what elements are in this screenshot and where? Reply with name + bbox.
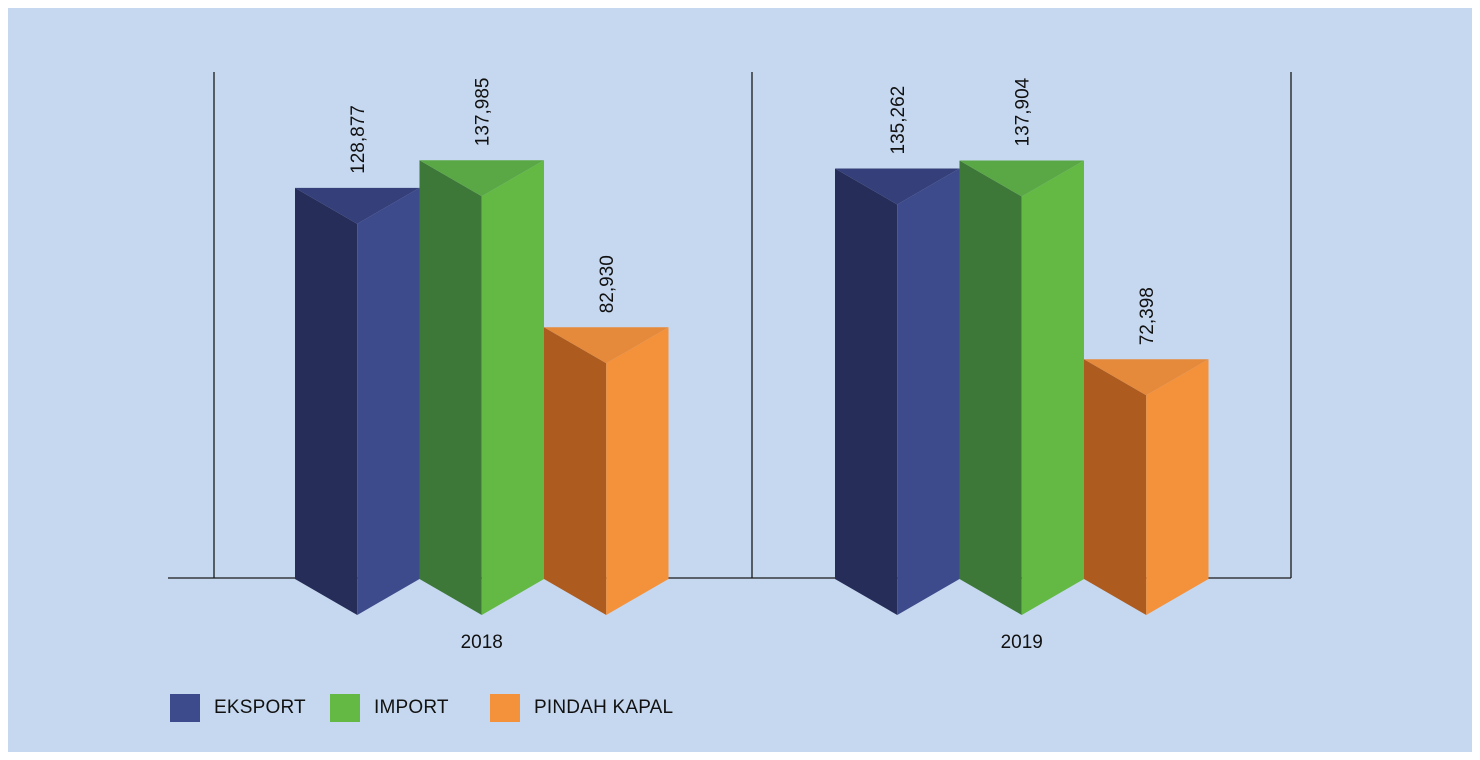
- bar-import-2019-top-face: [959, 160, 1084, 197]
- bar-import-2018-left-face: [419, 160, 482, 616]
- bar-pindah-kapal-2018-right-face: [606, 327, 669, 615]
- bar-import-2019-right-face: [1021, 160, 1084, 615]
- bars-layer: [295, 160, 1209, 616]
- bar-pindah-kapal-2019-right-face: [1146, 359, 1209, 615]
- bar-eksport-2019-right-face: [897, 168, 960, 615]
- bar-eksport-2019-top-face: [835, 168, 960, 205]
- bar-import-2018-top-face: [419, 160, 544, 197]
- value-label-import-2019: 137,904: [1013, 77, 1034, 146]
- bar-import-2018-right-face: [481, 160, 544, 616]
- value-label-pindah-kapal-2018: 82,930: [597, 255, 618, 313]
- bar-pindah-kapal-2018-top-face: [544, 327, 669, 364]
- value-label-import-2018: 137,985: [473, 78, 494, 147]
- legend-swatch-import: [330, 694, 360, 722]
- legend-label-eksport: EKSPORT: [214, 697, 306, 718]
- value-label-eksport-2018: 128,877: [348, 105, 369, 174]
- bar-eksport-2019-left-face: [835, 168, 898, 615]
- category-label-2018: 2018: [461, 632, 503, 653]
- legend-label-import: IMPORT: [374, 697, 449, 718]
- bar-eksport-2018-top-face: [295, 187, 420, 224]
- legend-item-pindah-kapal: PINDAH KAPAL: [490, 694, 673, 722]
- bar-pindah-kapal-2018-left-face: [544, 327, 607, 615]
- legend-swatch-pindah-kapal: [490, 694, 520, 722]
- bar-chart: 128,877 137,985 82,930 2018 135,262 137,904 72…: [168, 72, 1292, 653]
- bar-pindah-kapal-2019-left-face: [1084, 359, 1147, 615]
- value-label-eksport-2019: 135,262: [888, 86, 909, 155]
- value-label-pindah-kapal-2019: 72,398: [1137, 287, 1158, 345]
- legend-item-import: IMPORT: [330, 694, 449, 722]
- bar-eksport-2018-right-face: [357, 187, 420, 615]
- bar-pindah-kapal-2019-top-face: [1084, 359, 1209, 396]
- chart-panel: 128,877 137,985 82,930 2018 135,262 137,904 72…: [8, 8, 1472, 752]
- labels-layer: 128,877 137,985 82,930 2018 135,262 137,904 72…: [348, 77, 1158, 653]
- legend-label-pindah-kapal: PINDAH KAPAL: [534, 697, 674, 718]
- legend-item-eksport: EKSPORT: [170, 694, 306, 722]
- legend-swatch-eksport: [170, 694, 200, 722]
- bar-import-2019-left-face: [959, 160, 1022, 615]
- bar-eksport-2018-left-face: [295, 187, 358, 615]
- category-label-2019: 2019: [1001, 632, 1043, 653]
